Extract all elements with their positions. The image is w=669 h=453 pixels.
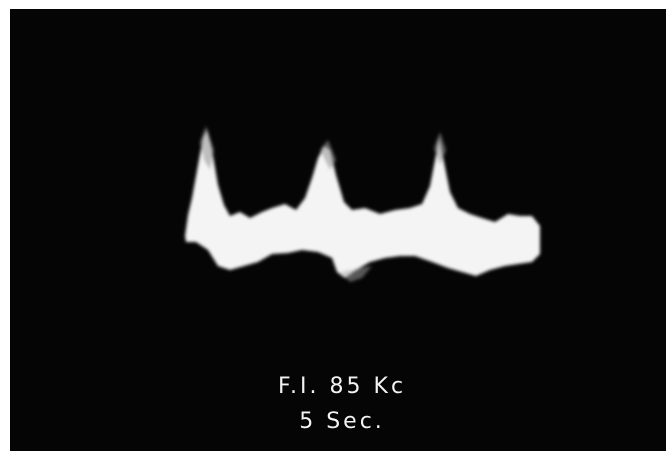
trace bbox=[185, 130, 540, 278]
trace-haze bbox=[200, 126, 214, 170]
caption-line: F.I. 85 Kc bbox=[278, 374, 406, 399]
trace-haze bbox=[320, 140, 336, 170]
trace-haze bbox=[434, 132, 446, 165]
caption-line: 5 Sec. bbox=[299, 409, 385, 434]
trace-haze bbox=[340, 266, 372, 282]
waveform bbox=[185, 126, 540, 282]
